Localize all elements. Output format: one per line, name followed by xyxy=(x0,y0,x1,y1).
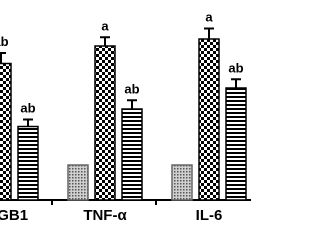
bar xyxy=(121,108,143,201)
error-bar xyxy=(127,99,137,109)
error-bar xyxy=(100,36,110,46)
significance-label: ab xyxy=(20,101,35,116)
bar xyxy=(198,38,220,201)
bar xyxy=(171,164,193,201)
error-bar xyxy=(231,78,241,88)
x-tick-label: IL-6 xyxy=(196,207,223,224)
x-tick-label: HMGB1 xyxy=(0,207,28,224)
chart: HMGB1 ab ab TNF-α a ab IL-6 a ab xyxy=(0,10,251,224)
significance-label: a xyxy=(101,18,109,33)
error-bar xyxy=(0,52,6,64)
bar xyxy=(94,45,116,201)
error-bar xyxy=(204,27,214,39)
error-bar xyxy=(23,118,33,127)
x-tick-label: TNF-α xyxy=(83,207,127,224)
bar xyxy=(17,125,39,201)
bar xyxy=(0,62,12,201)
significance-label: ab xyxy=(228,60,243,75)
bar xyxy=(225,87,247,201)
significance-label: ab xyxy=(0,34,9,49)
bar xyxy=(67,164,89,201)
significance-label: ab xyxy=(124,81,139,96)
significance-label: a xyxy=(205,10,213,25)
